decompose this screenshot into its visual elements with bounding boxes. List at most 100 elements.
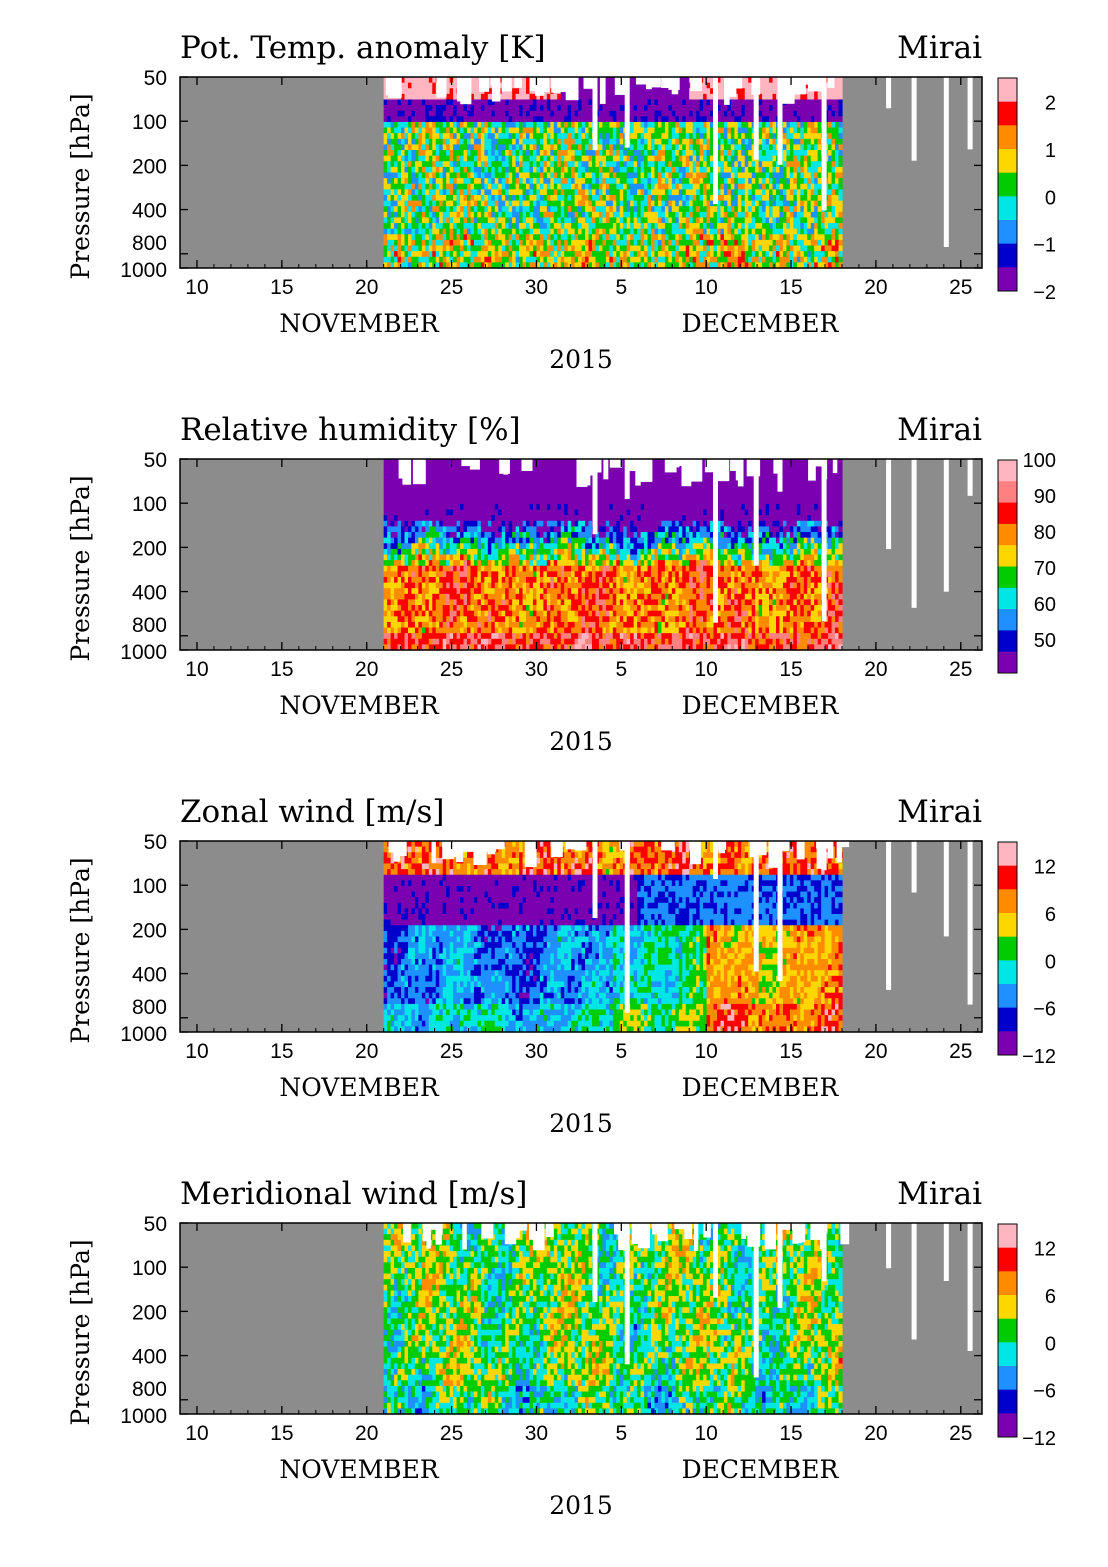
heatmap-cell [581,166,586,174]
heatmap-cell [407,155,413,162]
heatmap-cell [442,194,447,202]
heatmap-cell [644,172,649,179]
heatmap-cell [744,206,749,213]
heatmap-cell [755,166,760,174]
heatmap-cell [824,206,829,213]
heatmap-cell [526,161,531,168]
heatmap-cell [532,189,538,196]
heatmap-cell [484,183,489,190]
heatmap-cell [675,144,680,151]
heatmap-cell [796,251,801,258]
heatmap-cell [835,88,840,95]
heatmap-cell [470,251,475,258]
heatmap-cell [505,178,510,185]
heatmap-cell [532,200,538,207]
heatmap-cell [598,172,604,179]
heatmap-cell [480,121,485,129]
heatmap-cell [414,582,419,589]
heatmap-cell [526,127,531,134]
heatmap-cell [390,161,395,168]
heatmap-cell [765,144,770,151]
heatmap-cell [390,582,395,589]
heatmap-cell [769,223,774,230]
heatmap-cell [498,217,503,224]
heatmap-cell [539,183,544,190]
heatmap-cell [751,223,756,230]
heatmap-cell [394,99,399,106]
heatmap-cell [428,150,433,157]
heatmap-cell [480,211,485,219]
heatmap-cell [595,166,600,174]
heatmap-cell [817,245,822,252]
heatmap-cell [387,565,392,572]
heatmap-cell [564,234,569,241]
heatmap-cell [522,150,527,157]
heatmap-cell [453,155,458,162]
heatmap-cell [678,93,683,101]
heatmap-cell [637,99,642,106]
heatmap-cell [831,116,836,123]
heatmap-cell [512,234,517,241]
heatmap-cell [407,526,413,533]
heatmap-cell [814,110,819,117]
heatmap-cell [407,228,413,235]
heatmap-cell [394,178,399,185]
heatmap-cell [716,127,722,134]
heatmap-cell [414,127,419,134]
heatmap-cell [810,211,815,219]
heatmap-cell [491,245,496,252]
heatmap-cell [828,150,833,157]
heatmap-cell [831,245,836,252]
heatmap-cell [394,481,399,488]
heatmap-cell [505,234,510,241]
heatmap-cell [404,599,409,606]
heatmap-cell [723,256,728,263]
heatmap-cell [421,251,426,258]
heatmap-cell [383,588,388,595]
heatmap-cell [425,245,430,252]
heatmap-cell [661,88,666,95]
heatmap-cell [789,150,794,157]
heatmap-cell [446,178,451,185]
heatmap-cell [397,593,402,601]
heatmap-cell [446,234,451,241]
heatmap-cell [515,206,520,213]
heatmap-cell [605,133,610,140]
heatmap-cell [730,245,735,252]
heatmap-cell [470,150,475,157]
heatmap-cell [539,256,544,263]
heatmap-cell [550,155,555,162]
heatmap-cell [390,520,395,528]
heatmap-cell [519,217,524,224]
heatmap-cell [446,183,451,190]
heatmap-cell [727,144,732,151]
heatmap-cell [793,172,798,179]
heatmap-cell [703,217,708,224]
heatmap-cell [630,211,635,219]
heatmap-cell [803,200,808,207]
heatmap-cell [505,251,510,258]
heatmap-cell [529,138,534,146]
heatmap-cell [480,200,485,207]
heatmap-cell [595,150,600,157]
heatmap-cell [401,211,406,219]
heatmap-cell [810,228,815,235]
heatmap-cell [560,105,565,112]
heatmap-cell [619,144,624,151]
heatmap-cell [737,110,742,117]
heatmap-cell [519,93,524,101]
heatmap-cell [772,93,777,101]
heatmap-cell [723,105,728,112]
heatmap-cell [678,121,683,129]
heatmap-cell [623,161,628,168]
heatmap-cell [505,110,510,117]
heatmap-cell [671,178,676,185]
heatmap-cell [803,116,808,123]
heatmap-cell [689,262,694,269]
heatmap-cell [387,189,392,196]
heatmap-cell [689,183,694,190]
heatmap-cell [831,194,836,202]
heatmap-cell [401,515,406,522]
heatmap-cell [383,161,388,168]
heatmap-cell [453,251,458,258]
